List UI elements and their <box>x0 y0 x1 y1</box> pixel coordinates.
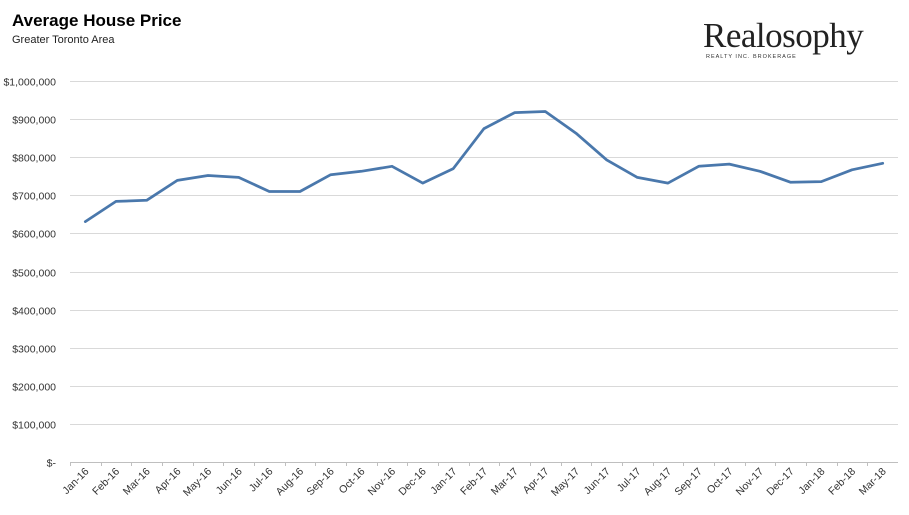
y-tick-label: $600,000 <box>12 229 56 241</box>
x-tick-label: Mar-17 <box>489 466 521 498</box>
x-tick-label: Feb-17 <box>458 466 490 498</box>
data-point <box>237 176 240 179</box>
data-point <box>575 132 577 135</box>
data-point <box>421 182 424 185</box>
data-point <box>667 182 669 185</box>
x-tick-label: Jan-17 <box>428 466 459 497</box>
y-tick-label: $- <box>47 458 57 470</box>
x-tick-label: May-16 <box>181 466 214 499</box>
x-tick-label: Oct-17 <box>705 466 736 497</box>
data-point <box>789 181 792 184</box>
x-tick-label: Jul-16 <box>247 466 276 495</box>
x-tick-label: Aug-17 <box>642 466 675 499</box>
data-point <box>452 167 455 170</box>
x-tick-label: Dec-16 <box>396 466 429 499</box>
data-point <box>636 176 639 179</box>
data-point <box>207 174 209 177</box>
data-point <box>513 111 516 114</box>
chart-subtitle: Greater Toronto Area <box>12 34 115 46</box>
x-tick-label: Feb-18 <box>826 466 858 498</box>
data-point <box>268 190 271 193</box>
data-point <box>851 168 853 171</box>
data-point <box>360 170 363 173</box>
x-tick-label: Nov-17 <box>734 466 767 499</box>
y-tick-label: $900,000 <box>12 115 56 127</box>
y-tick-label: $800,000 <box>12 153 56 165</box>
x-tick-label: Jun-16 <box>214 466 245 497</box>
y-tick-label: $1,000,000 <box>3 77 56 89</box>
x-tick-label: Jan-16 <box>60 466 91 497</box>
data-point <box>115 200 117 203</box>
x-tick-label: Nov-16 <box>366 466 399 499</box>
data-point <box>697 165 700 168</box>
data-point <box>605 158 608 161</box>
y-tick-label: $200,000 <box>12 382 56 394</box>
series-layer <box>83 110 885 223</box>
x-tick-label: Oct-16 <box>337 466 368 497</box>
brand-tagline: REALTY INC. BROKERAGE <box>706 54 797 60</box>
x-tick-label: Jun-17 <box>582 466 613 497</box>
x-tick-label: Feb-16 <box>90 466 122 498</box>
x-tick-label: Aug-16 <box>274 466 307 499</box>
chart-title: Average House Price <box>12 11 182 30</box>
data-point <box>84 220 87 223</box>
y-tick-label: $100,000 <box>12 420 56 432</box>
data-point <box>759 170 761 173</box>
data-point <box>544 110 547 113</box>
x-tick-label: Apr-17 <box>521 466 552 497</box>
data-point <box>145 199 148 202</box>
data-point <box>176 179 179 182</box>
brand-logo: Realosophy REALTY INC. BROKERAGE <box>703 16 873 61</box>
data-point <box>483 127 485 130</box>
data-point <box>329 173 332 176</box>
y-tick-label: $500,000 <box>12 268 56 280</box>
gridlines <box>70 81 898 463</box>
data-point <box>391 165 393 168</box>
x-tick-label: Dec-17 <box>764 466 797 499</box>
data-point <box>728 163 731 166</box>
x-tick-label: Mar-18 <box>857 466 889 498</box>
data-point <box>820 180 823 183</box>
y-tick-label: $400,000 <box>12 306 56 318</box>
brand-name: Realosophy <box>703 16 864 55</box>
x-tick-label: Sep-16 <box>304 466 337 499</box>
y-axis-ticks: $- $100,000 $200,000 $300,000 $400,000 $500,0… <box>3 77 56 470</box>
y-tick-label: $700,000 <box>12 191 56 203</box>
x-tick-label: Jan-18 <box>796 466 827 497</box>
x-tick-label: Apr-16 <box>153 466 184 497</box>
x-tick-label: Sep-17 <box>672 466 705 499</box>
x-tick-label: Mar-16 <box>121 466 153 498</box>
x-tick-label: May-17 <box>549 466 582 499</box>
x-tick-label: Jul-17 <box>615 466 644 495</box>
y-tick-label: $300,000 <box>12 344 56 356</box>
data-point <box>881 162 884 165</box>
data-point <box>299 190 301 193</box>
